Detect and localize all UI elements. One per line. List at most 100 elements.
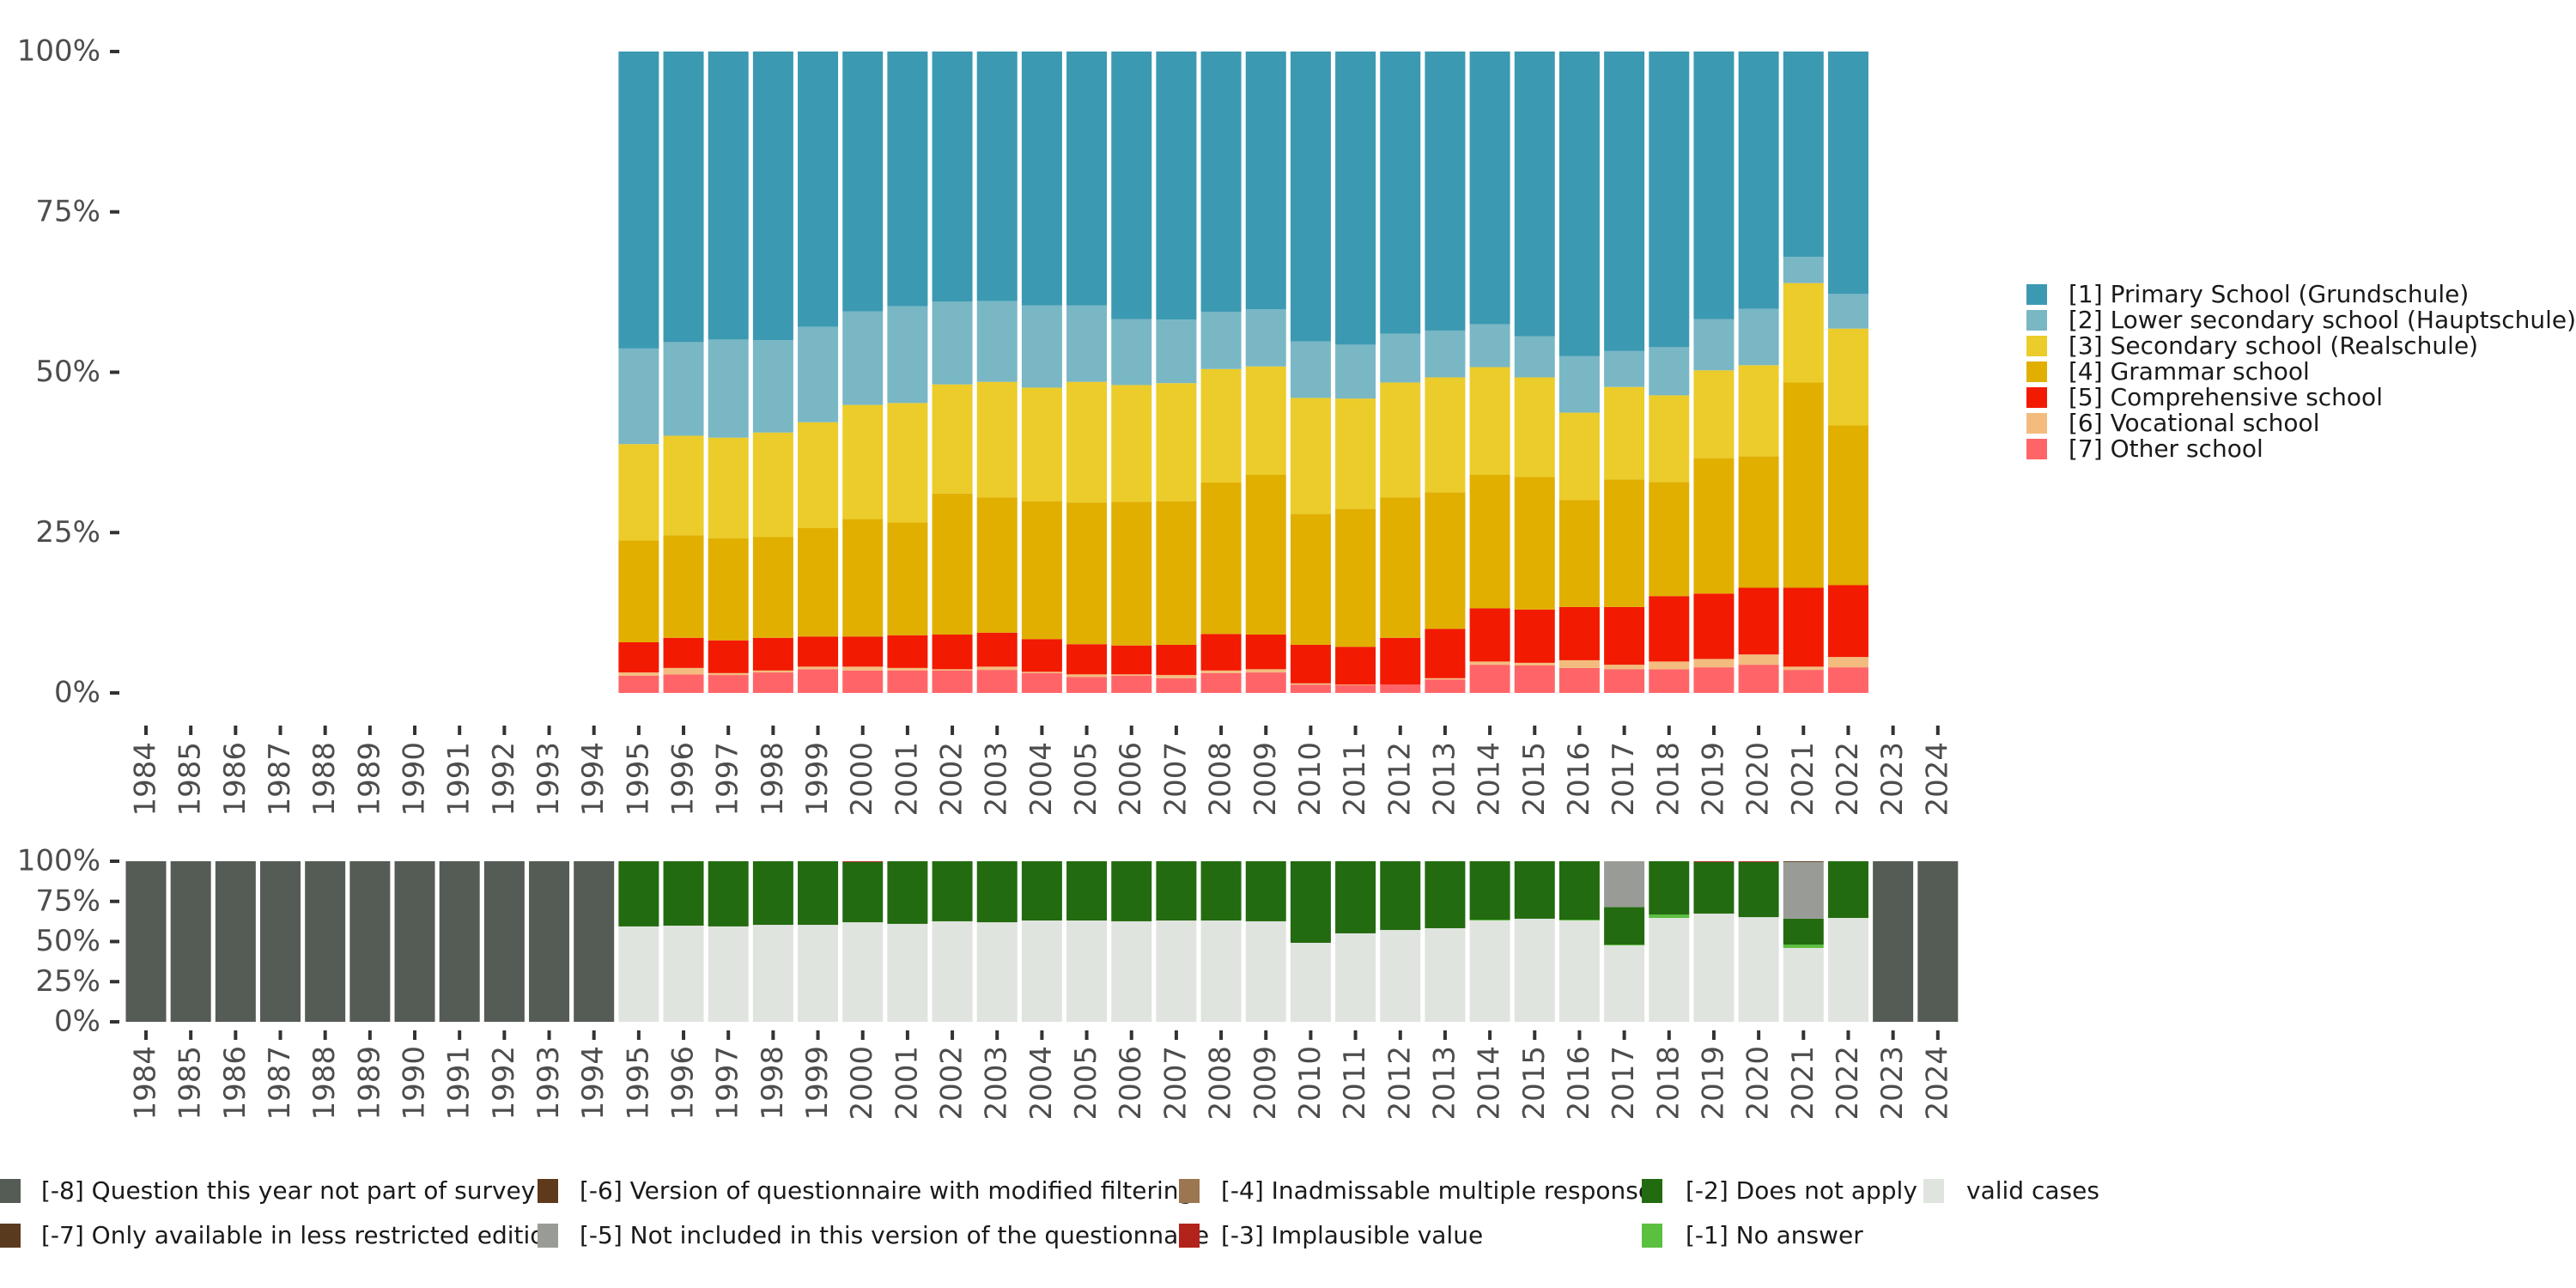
- bar-1987-8-question-this-year-not-part-of-survey: [260, 861, 301, 1022]
- x-tick-label: 2014: [1473, 1046, 1507, 1121]
- bar-2007-1-primary-school-grundschule: [1156, 52, 1197, 320]
- x-tick-label: 2018: [1651, 742, 1686, 817]
- bar-2022-3-secondary-school-realschule: [1827, 328, 1868, 426]
- upper-legend: [1] Primary School (Grundschule)[2] Lowe…: [2026, 280, 2576, 463]
- bar-2002-1-primary-school-grundschule: [932, 52, 973, 302]
- bar-2019-valid-cases: [1693, 913, 1735, 1022]
- legend-label: [-3] Implausible value: [1221, 1221, 1483, 1249]
- bar-2020-valid-cases: [1738, 917, 1779, 1022]
- bar-2011-5-comprehensive-school: [1335, 647, 1376, 685]
- bar-1996-3-secondary-school-realschule: [663, 435, 704, 536]
- bar-2008-2-lower-secondary-school-hauptschule: [1200, 312, 1242, 369]
- bar-1992-8-question-this-year-not-part-of-survey: [483, 861, 525, 1022]
- legend-swatch: [0, 1224, 21, 1248]
- x-tick-label: 2013: [1427, 742, 1461, 817]
- bar-1997-valid-cases: [708, 926, 749, 1022]
- bar-2018-2-lower-secondary-school-hauptschule: [1649, 347, 1690, 396]
- bar-2001-2-lower-secondary-school-hauptschule: [887, 306, 928, 404]
- bar-2022-4-grammar-school: [1827, 425, 1868, 586]
- bar-2016-valid-cases: [1558, 920, 1600, 1022]
- bar-2005-3-secondary-school-realschule: [1066, 381, 1108, 503]
- x-tick-label: 1996: [666, 742, 701, 817]
- bar-2022-valid-cases: [1827, 918, 1868, 1022]
- bar-1996-6-vocational-school: [663, 667, 704, 675]
- bar-2015-3-secondary-school-realschule: [1514, 377, 1555, 477]
- legend-label: [6] Vocational school: [2069, 409, 2319, 437]
- bar-2014-6-vocational-school: [1469, 661, 1510, 665]
- bar-2021-3-secondary-school-realschule: [1783, 283, 1824, 383]
- x-tick-label: 2013: [1427, 1046, 1461, 1121]
- bar-2013-2-lower-secondary-school-hauptschule: [1425, 330, 1466, 378]
- bar-2012-7-other-school: [1380, 684, 1421, 693]
- bar-2002-7-other-school: [932, 670, 973, 693]
- bar-2022-2-lower-secondary-school-hauptschule: [1827, 294, 1868, 329]
- x-tick-label: 1987: [263, 742, 297, 817]
- x-tick-label: 1993: [532, 742, 566, 817]
- x-tick-label: 2012: [1382, 742, 1417, 817]
- x-tick-label: 1990: [398, 742, 432, 817]
- bar-2002-valid-cases: [932, 920, 973, 1022]
- bar-2006-1-primary-school-grundschule: [1111, 52, 1152, 319]
- bar-2020-4-grammar-school: [1738, 456, 1779, 588]
- bar-1996-valid-cases: [663, 925, 704, 1022]
- x-tick-label: 2016: [1562, 742, 1596, 817]
- bar-2015-5-comprehensive-school: [1514, 609, 1555, 663]
- x-tick-label: 2005: [1069, 1046, 1103, 1121]
- bar-2002-2-does-not-apply: [932, 861, 973, 921]
- bar-2021-5-comprehensive-school: [1783, 587, 1824, 667]
- y-tick-label: 100%: [17, 34, 100, 69]
- bar-1995-2-lower-secondary-school-hauptschule: [618, 348, 659, 445]
- bar-1998-3-secondary-school-realschule: [752, 432, 793, 538]
- bar-2003-6-vocational-school: [976, 666, 1018, 671]
- bar-2000-2-lower-secondary-school-hauptschule: [842, 311, 884, 405]
- bar-1998-2-lower-secondary-school-hauptschule: [752, 340, 793, 433]
- legend-swatch: [538, 1224, 558, 1248]
- bar-2021-2-lower-secondary-school-hauptschule: [1783, 257, 1824, 283]
- bar-2014-2-does-not-apply: [1469, 861, 1510, 920]
- bar-2004-valid-cases: [1021, 920, 1062, 1022]
- bar-2000-1-primary-school-grundschule: [842, 52, 884, 312]
- legend-item-3-secondary-school-realschule: [3] Secondary school (Realschule): [2026, 331, 2478, 360]
- bar-2017-5-comprehensive-school: [1604, 606, 1645, 665]
- x-tick-label: 2007: [1158, 742, 1193, 817]
- bar-1996-7-other-school: [663, 674, 704, 693]
- legend-label: [4] Grammar school: [2069, 357, 2310, 386]
- x-tick-label: 2000: [845, 742, 879, 817]
- bar-2012-3-secondary-school-realschule: [1380, 382, 1421, 498]
- x-tick-label: 2003: [980, 742, 1014, 817]
- bar-1995-7-other-school: [618, 675, 659, 693]
- legend-swatch: [2026, 413, 2047, 434]
- y-tick-label: 25%: [35, 515, 100, 550]
- bar-2011-4-grammar-school: [1335, 508, 1376, 647]
- bar-2003-5-comprehensive-school: [976, 632, 1018, 667]
- y-tick-label: 100%: [17, 844, 100, 878]
- x-tick-label: 1988: [307, 742, 342, 817]
- bar-2019-3-implausible-value: [1693, 861, 1735, 862]
- legend-swatch: [1642, 1224, 1662, 1248]
- legend-swatch: [1923, 1179, 1944, 1203]
- legend-label: [2] Lower secondary school (Hauptschule): [2069, 306, 2576, 334]
- x-tick-label: 2018: [1651, 1046, 1686, 1121]
- bar-2005-6-vocational-school: [1066, 674, 1108, 677]
- bar-2003-2-lower-secondary-school-hauptschule: [976, 301, 1018, 382]
- upper-chart: 0% 25% 50% 75% 100% 1984 1985 1986 1987 1988 1989…: [17, 34, 2576, 817]
- x-tick-label: 2012: [1382, 1046, 1417, 1121]
- bar-2001-5-comprehensive-school: [887, 635, 928, 668]
- x-tick-label: 2024: [1920, 742, 1954, 817]
- bar-2012-2-lower-secondary-school-hauptschule: [1380, 333, 1421, 383]
- bar-1984-8-question-this-year-not-part-of-survey: [125, 861, 167, 1022]
- bar-2011-valid-cases: [1335, 933, 1376, 1022]
- x-tick-label: 2004: [1024, 742, 1059, 817]
- legend-label: [3] Secondary school (Realschule): [2069, 331, 2478, 360]
- bar-1997-7-other-school: [708, 675, 749, 693]
- bar-2012-1-primary-school-grundschule: [1380, 52, 1421, 334]
- x-tick-label: 1984: [129, 1046, 163, 1121]
- bar-2019-2-lower-secondary-school-hauptschule: [1693, 319, 1735, 371]
- bar-2012-2-does-not-apply: [1380, 861, 1421, 931]
- bar-1999-4-grammar-school: [798, 528, 839, 637]
- bar-2017-1-primary-school-grundschule: [1604, 52, 1645, 351]
- bar-2016-4-grammar-school: [1558, 500, 1600, 607]
- bar-2018-1-no-answer: [1649, 914, 1690, 919]
- bar-2016-7-other-school: [1558, 667, 1600, 693]
